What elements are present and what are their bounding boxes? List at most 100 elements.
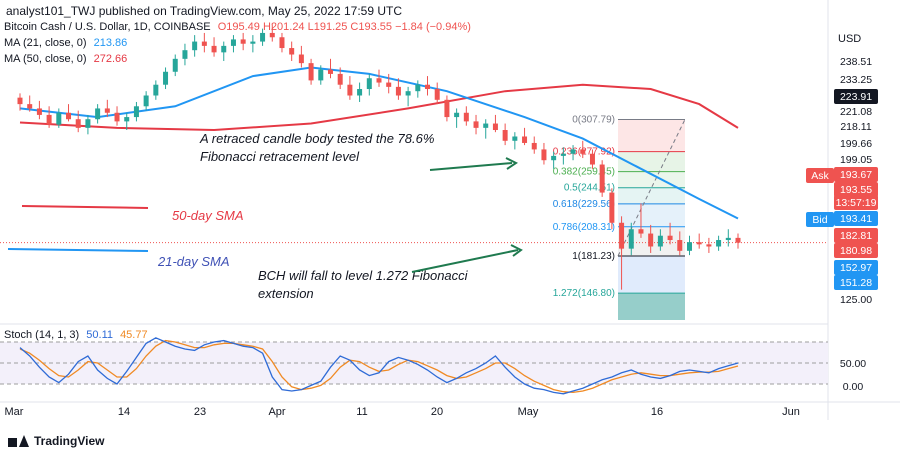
stoch-tick-label: 0.00 bbox=[843, 381, 864, 393]
candle-body bbox=[172, 58, 178, 72]
bid-badge bbox=[806, 212, 834, 227]
candle-body bbox=[706, 244, 712, 247]
stoch-d-line bbox=[19, 339, 739, 394]
candle-body bbox=[716, 240, 722, 247]
price-badge-label: 193.55 bbox=[840, 184, 872, 196]
stoch-tick-label: 50.00 bbox=[840, 358, 866, 370]
candle-body bbox=[463, 112, 469, 122]
time-tick-label: 23 bbox=[194, 406, 206, 418]
price-tick-label: 218.11 bbox=[840, 121, 871, 133]
candle-body bbox=[260, 32, 266, 42]
time-tick-label: 11 bbox=[356, 406, 367, 418]
candle-body bbox=[686, 242, 692, 251]
time-tick-label: May bbox=[518, 406, 539, 418]
stoch-label: Stoch (14, 1, 3) bbox=[4, 329, 80, 341]
candle-body bbox=[27, 104, 33, 109]
ma21-legend: MA (21, close, 0) 213.86 bbox=[4, 37, 127, 49]
price-badge bbox=[834, 89, 878, 104]
candle-body bbox=[298, 54, 304, 64]
fib-zone bbox=[618, 255, 685, 294]
price-badge-label: 193.41 bbox=[840, 213, 872, 225]
candle-body bbox=[483, 123, 489, 128]
stoch-legend: Stoch (14, 1, 3) 50.11 45.77 bbox=[4, 329, 148, 341]
ma50-value: 272.66 bbox=[93, 53, 128, 65]
annotation-arrowhead-2 bbox=[510, 244, 523, 257]
candle-body bbox=[599, 164, 605, 193]
price-tick-label: 221.08 bbox=[840, 106, 872, 118]
fib-level-label: 0.382(259.45) bbox=[553, 167, 615, 178]
candle-body bbox=[95, 108, 101, 120]
symbol-name: Bitcoin Cash / U.S. Dollar, 1D, COINBASE bbox=[4, 21, 211, 33]
candle-body bbox=[337, 73, 343, 85]
price-badge bbox=[834, 243, 878, 258]
candle-body bbox=[230, 39, 236, 46]
price-tick-label: 238.51 bbox=[840, 56, 872, 68]
candle-body bbox=[133, 106, 139, 118]
candle-body bbox=[609, 192, 615, 223]
fib-level-label: 1.272(146.80) bbox=[553, 288, 615, 299]
candle-body bbox=[570, 149, 576, 154]
candle-body bbox=[512, 136, 518, 141]
fib-level-label: 0(307.79) bbox=[572, 114, 615, 125]
candle-body bbox=[502, 130, 508, 141]
candle-body bbox=[17, 97, 23, 105]
ma50-label: MA (50, close, 0) bbox=[4, 53, 87, 65]
fib-zone bbox=[618, 203, 685, 227]
candle-body bbox=[735, 237, 741, 243]
annotation-50sma: 50-day SMA bbox=[172, 208, 244, 223]
candle-body bbox=[104, 108, 110, 113]
stoch-d-value: 45.77 bbox=[120, 329, 148, 341]
price-badge-label: 151.28 bbox=[840, 277, 872, 289]
candle-body bbox=[648, 233, 654, 247]
candle-body bbox=[366, 78, 372, 90]
price-badge bbox=[834, 182, 878, 197]
fib-zone bbox=[618, 119, 685, 152]
candle-body bbox=[240, 39, 246, 44]
candle-body bbox=[425, 84, 431, 90]
candle-body bbox=[415, 84, 421, 92]
candle-body bbox=[551, 155, 557, 161]
fib-level-label: 0.5(244.51) bbox=[564, 183, 615, 194]
candle-body bbox=[667, 235, 673, 241]
stochastic-panel bbox=[0, 337, 828, 395]
price-tick-label: 125.00 bbox=[840, 294, 872, 306]
price-tick-label: 199.66 bbox=[840, 138, 872, 150]
stoch-k-value: 50.11 bbox=[86, 329, 113, 341]
bid-label: Bid bbox=[812, 214, 827, 226]
candle-body bbox=[308, 63, 314, 81]
candle-body bbox=[444, 99, 450, 118]
candle-body bbox=[143, 95, 149, 107]
candle-body bbox=[357, 89, 363, 96]
annotations: A retraced candle body tested the 78.6% F… bbox=[7, 131, 523, 301]
fib-extension-zone bbox=[618, 293, 685, 320]
candle-body bbox=[56, 112, 62, 125]
candle-body bbox=[221, 45, 227, 53]
fib-trend-line bbox=[617, 119, 686, 257]
annotation-retrace-line1: A retraced candle body tested the 78.6% bbox=[199, 131, 434, 146]
candle-body bbox=[619, 222, 625, 249]
candle-body bbox=[473, 121, 479, 128]
ask-badge bbox=[806, 168, 834, 183]
candle-body bbox=[376, 78, 382, 83]
price-tick-label: 199.05 bbox=[840, 154, 872, 166]
ohlc-values: O195.49 H201.24 L191.25 C193.55 −1.84 (−… bbox=[217, 21, 471, 33]
candle-body bbox=[124, 117, 130, 122]
candle-body bbox=[696, 242, 702, 245]
candle-body bbox=[386, 82, 392, 87]
annotation-21sma: 21-day SMA bbox=[157, 254, 230, 269]
price-badge-label: 223.91 bbox=[840, 91, 872, 103]
candle-body bbox=[657, 235, 663, 247]
moving-averages bbox=[0, 66, 828, 244]
ma21-label: MA (21, close, 0) bbox=[4, 37, 87, 49]
stoch-k-line bbox=[19, 337, 739, 395]
fibonacci-retracement: 0(307.79)0.236(277.92)0.382(259.45)0.5(2… bbox=[553, 114, 686, 320]
price-badge bbox=[834, 167, 878, 182]
price-badge bbox=[834, 260, 878, 275]
candle-body bbox=[201, 41, 207, 46]
candle-body bbox=[211, 45, 217, 53]
tradingview-logo-icon bbox=[8, 435, 30, 447]
ma50-legend: MA (50, close, 0) 272.66 bbox=[4, 53, 127, 65]
price-badge-label: 180.98 bbox=[840, 245, 872, 257]
annotation-arrowhead-1 bbox=[505, 157, 518, 170]
candle-body bbox=[327, 69, 333, 74]
